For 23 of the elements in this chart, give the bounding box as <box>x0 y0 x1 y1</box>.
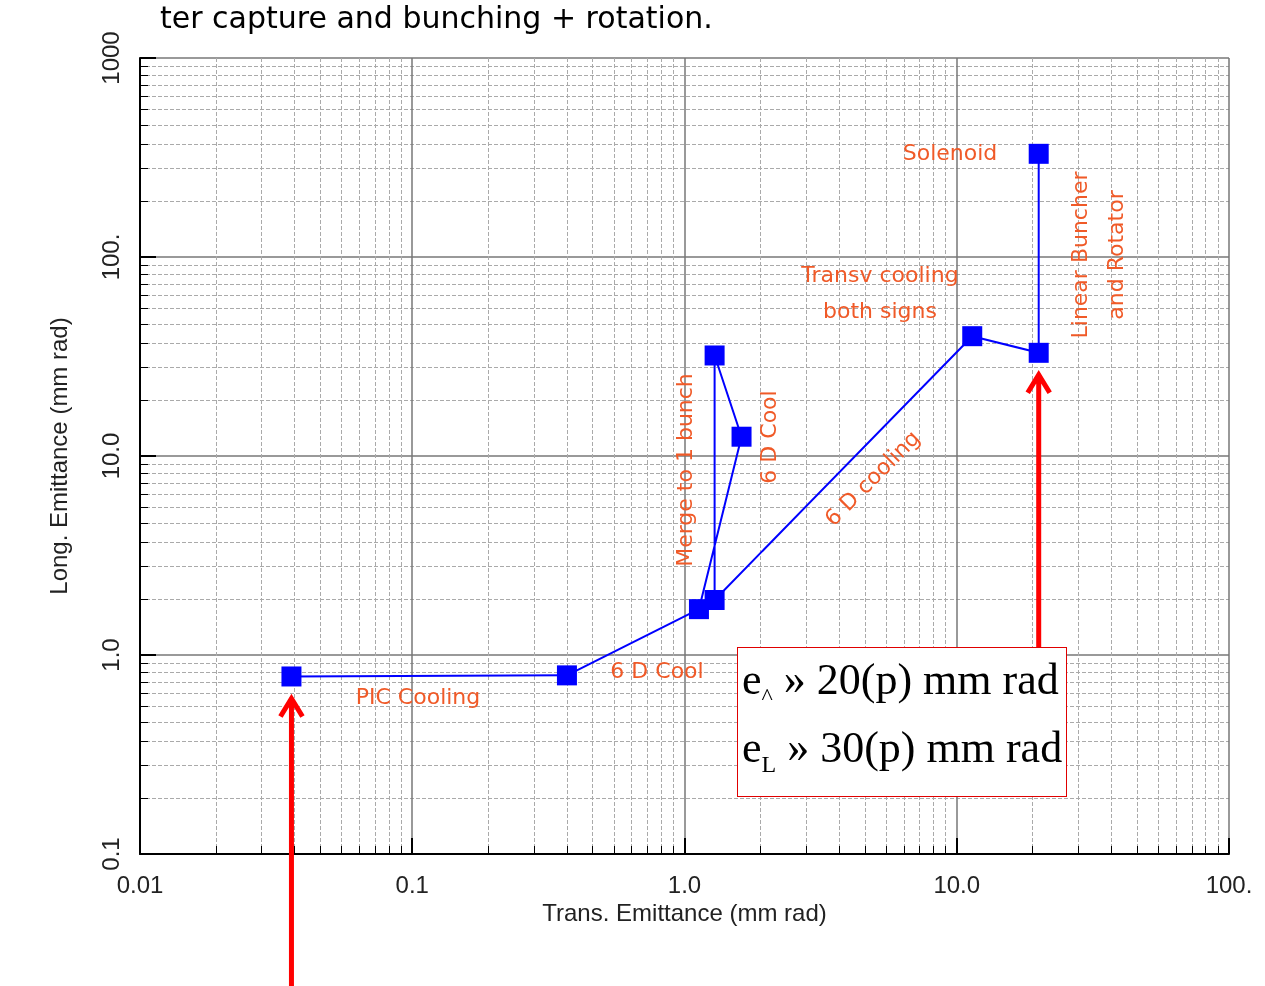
annotation: Merge to 1 bunch <box>671 373 697 567</box>
x-tick-label: 0.01 <box>116 870 164 898</box>
y-tick-label: 1.0 <box>96 638 124 672</box>
annotation: 6 D Cool <box>755 390 781 484</box>
x-tick-label: 0.1 <box>395 870 429 898</box>
chart-title: ter capture and bunching + rotation. <box>160 0 713 36</box>
annotation: e$_{L}$ » 30(p) mm rad <box>742 721 1063 779</box>
y-tick-label: 10.0 <box>96 432 124 480</box>
y-tick-label: 100. <box>96 233 124 281</box>
y-axis-title: Long. Emittance (mm rad) <box>44 317 72 595</box>
annotation: Solenoid <box>902 139 998 165</box>
annotation: e$_{^}$ » 20(p) mm rad <box>742 654 1060 711</box>
y-tick-label: 1000 <box>96 31 124 85</box>
annotation: 6 D Cool <box>610 657 704 683</box>
x-tick-label: 10.0 <box>933 870 981 898</box>
x-tick-label: 100. <box>1205 870 1253 898</box>
x-tick-label: 1.0 <box>667 870 702 898</box>
text-box: e$_{^}$ » 20(p) mm rad e$_{L}$ » 30(p) mm rad <box>737 647 1068 797</box>
annotation: Linear Buncher and Rotator <box>1066 170 1128 339</box>
y-tick-label: 0.1 <box>96 837 124 871</box>
annotation: PIC Cooling <box>355 683 481 709</box>
annotation: Transv cooling both signs <box>800 261 959 323</box>
x-axis-title: Trans. Emittance (mm rad) <box>542 899 827 927</box>
